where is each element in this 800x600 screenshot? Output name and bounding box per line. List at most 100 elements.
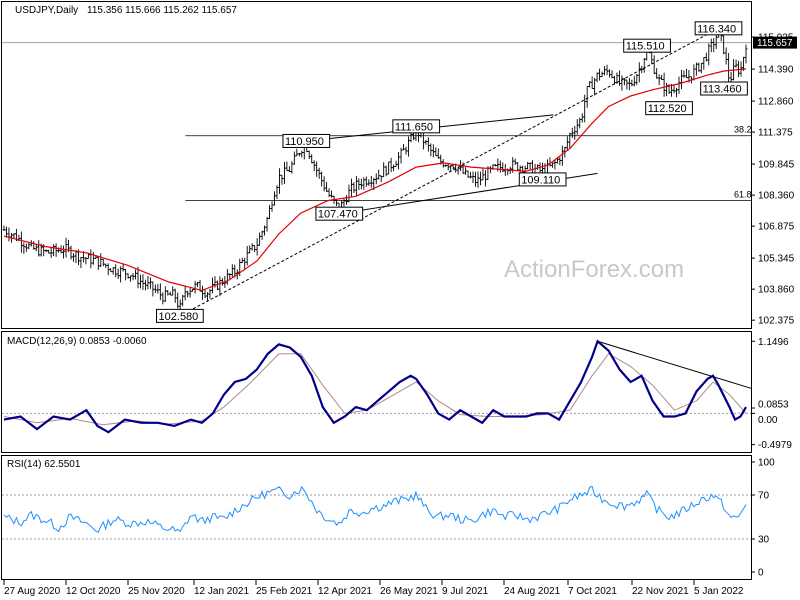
sma-line xyxy=(3,68,747,292)
price-annotation: 111.650 xyxy=(392,119,441,134)
date-tick-label: 22 Nov 2021 xyxy=(632,586,689,597)
price-tick-label: 114.390 xyxy=(758,65,794,76)
macd-tick-label: 0.00 xyxy=(758,415,778,426)
price-bar xyxy=(424,139,428,145)
price-bar xyxy=(580,113,584,123)
price-bar xyxy=(243,257,247,269)
macd-tick-label: -0.4979 xyxy=(758,440,792,451)
price-bar xyxy=(268,204,272,220)
price-bar xyxy=(166,289,170,296)
price-bar xyxy=(272,191,276,206)
price-bar xyxy=(161,292,165,305)
price-bar xyxy=(608,69,612,78)
price-bar xyxy=(282,161,286,185)
date-tick-label: 5 Jan 2022 xyxy=(694,586,744,597)
date-tick-label: 7 Oct 2021 xyxy=(568,586,617,597)
price-annotation: 112.520 xyxy=(645,101,693,116)
price-bar xyxy=(598,68,602,81)
price-bar xyxy=(724,47,728,65)
price-bar xyxy=(603,66,607,76)
price-bar xyxy=(312,160,316,172)
price-bar xyxy=(655,68,659,79)
price-bar xyxy=(744,44,748,64)
price-bar xyxy=(347,184,351,203)
price-annotation: 116.340 xyxy=(694,21,743,36)
price-bar xyxy=(702,57,706,70)
svg-text:111.650: 111.650 xyxy=(395,121,433,133)
macd-tick-label: 1.1496 xyxy=(758,337,789,348)
price-bar xyxy=(54,243,58,257)
price-bar xyxy=(387,161,391,175)
price-bar xyxy=(292,151,296,165)
date-tick-label: 26 May 2021 xyxy=(380,586,438,597)
price-tick-label: 108.360 xyxy=(758,191,795,202)
date-tick-label: 27 Aug 2020 xyxy=(4,586,61,597)
price-bar xyxy=(183,285,187,301)
svg-text:110.950: 110.950 xyxy=(285,136,324,148)
price-bar xyxy=(129,275,133,282)
price-bar xyxy=(193,280,197,294)
price-bar xyxy=(101,258,105,267)
price-bar xyxy=(367,179,371,186)
price-bar xyxy=(394,160,398,167)
price-bar xyxy=(652,55,656,75)
price-bar xyxy=(672,84,676,94)
price-bar xyxy=(163,286,167,303)
rsi-panel xyxy=(1,455,752,580)
price-bar xyxy=(528,162,532,170)
price-bar xyxy=(382,162,386,178)
price-bar xyxy=(64,237,68,258)
price-bar xyxy=(389,157,393,173)
price-bar xyxy=(285,161,289,172)
price-bar xyxy=(605,64,609,76)
rsi-tick-label: 70 xyxy=(758,491,770,502)
price-bar xyxy=(513,158,517,166)
rsi-line xyxy=(3,485,747,533)
price-bar xyxy=(158,283,162,301)
macd-trendline xyxy=(597,340,752,389)
price-bar xyxy=(253,245,257,253)
svg-text:113.460: 113.460 xyxy=(703,84,742,96)
price-bar xyxy=(71,253,75,262)
rsi-tick-label: 0 xyxy=(758,568,764,579)
price-bar xyxy=(682,70,686,78)
price-bar xyxy=(218,276,222,297)
price-bar xyxy=(593,77,597,96)
price-bar xyxy=(657,74,661,86)
price-bar xyxy=(632,76,636,87)
price-annotation: 109.110 xyxy=(518,172,567,187)
price-bar xyxy=(397,151,401,170)
price-bar xyxy=(707,43,711,66)
price-bar xyxy=(456,167,460,175)
price-annotation: 113.460 xyxy=(700,81,748,96)
date-tick-label: 24 Aug 2021 xyxy=(504,586,561,597)
price-bar xyxy=(69,245,73,260)
price-bar xyxy=(407,136,411,157)
rsi-tick-label: 100 xyxy=(758,458,775,469)
price-bar xyxy=(476,171,480,188)
main-panel xyxy=(1,1,752,329)
price-bar xyxy=(709,38,713,53)
price-bar xyxy=(436,148,440,159)
price-tick-label: 111.375 xyxy=(758,128,793,139)
price-bar xyxy=(96,256,100,270)
svg-text:102.580: 102.580 xyxy=(159,311,199,323)
trendline xyxy=(179,27,719,317)
price-bar xyxy=(568,132,572,149)
price-bar xyxy=(627,77,631,91)
price-bar xyxy=(575,119,579,135)
price-bar xyxy=(451,165,455,170)
date-tick-label: 12 Oct 2020 xyxy=(66,586,121,597)
price-bar xyxy=(27,242,31,250)
last-price-label: 115.657 xyxy=(757,38,793,49)
price-bar xyxy=(250,243,254,251)
svg-text:116.340: 116.340 xyxy=(697,23,736,35)
price-tick-label: 109.845 xyxy=(758,160,795,171)
price-bar xyxy=(34,244,38,252)
svg-text:107.470: 107.470 xyxy=(318,209,358,221)
price-bar xyxy=(620,75,624,91)
price-bar xyxy=(684,68,688,79)
price-bar xyxy=(526,161,530,170)
